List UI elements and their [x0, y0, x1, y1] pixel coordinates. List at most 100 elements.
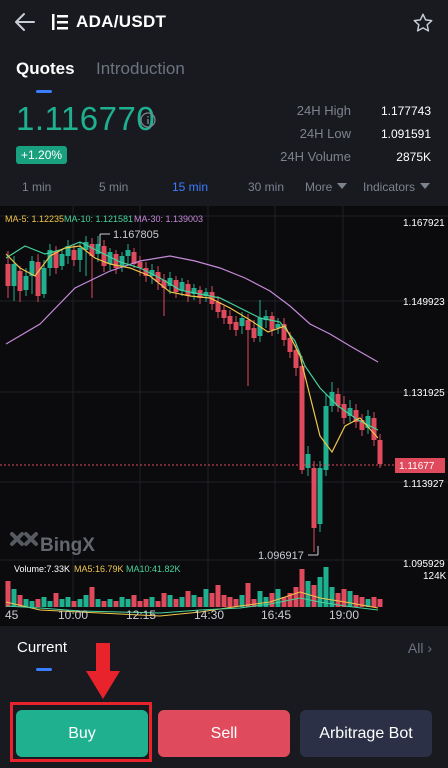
tab-current[interactable]: Current	[17, 639, 68, 656]
time-label: 45	[5, 608, 19, 622]
candle-body	[245, 320, 251, 330]
candle-body	[59, 254, 65, 266]
ma10-legend: MA-10: 1.121581	[64, 214, 133, 224]
ma5-line	[5, 245, 379, 454]
indicators-menu[interactable]: Indicators	[363, 180, 431, 194]
timeframe-5min[interactable]: 5 min	[99, 180, 129, 194]
volume-bar	[353, 595, 359, 607]
volume-ma5-legend: MA5:16.79K	[74, 564, 124, 574]
top-bar: ADA/USDT	[0, 0, 448, 46]
candle-body	[365, 416, 371, 428]
candle-body	[317, 468, 323, 524]
volume-bar	[377, 599, 383, 607]
tab-introduction[interactable]: Introduction	[96, 59, 185, 78]
volume-bar	[41, 597, 47, 607]
volume-bar	[251, 599, 257, 607]
current-price-tag-label: 1.11677	[399, 461, 435, 472]
stat-value-low: 1.091591	[380, 127, 431, 141]
tab-quotes[interactable]: Quotes	[16, 59, 75, 78]
arbitrage-bot-button[interactable]: Arbitrage Bot	[300, 710, 432, 757]
time-label: 10:00	[58, 608, 88, 622]
volume-bar	[221, 595, 227, 607]
volume-bar	[179, 597, 185, 607]
watermark-text: BingX	[40, 535, 95, 556]
price-axis-label: 1.131925	[403, 388, 445, 399]
volume-bar	[239, 595, 245, 607]
candle-body	[131, 252, 137, 264]
volume-bar	[59, 599, 65, 607]
volume-bar	[257, 591, 263, 607]
price-axis-label: 1.149923	[403, 297, 445, 308]
volume-bar	[197, 597, 203, 607]
candle-body	[251, 328, 257, 338]
volume-bar	[275, 589, 281, 607]
candle-body	[227, 316, 233, 324]
volume-bar	[245, 583, 251, 607]
candle-body	[65, 246, 71, 256]
volume-bar	[131, 595, 137, 607]
view-all-link[interactable]: All ›	[408, 640, 432, 656]
candle-body	[83, 242, 89, 250]
candle-body	[335, 394, 341, 406]
volume-bar	[149, 597, 155, 607]
candle-body	[305, 454, 311, 468]
volume-bar	[77, 599, 83, 607]
volume-legend: Volume:7.33K	[14, 564, 70, 574]
low-marker: 1.096917	[258, 546, 319, 562]
bingx-watermark: BingX	[10, 532, 95, 556]
candle-body	[137, 262, 143, 268]
favorite-star-icon[interactable]	[412, 12, 434, 34]
volume-bar	[11, 589, 17, 607]
bottom-panel: Current All › Buy Sell Arbitrage Bot	[0, 626, 448, 768]
stat-value-volume: 2875K	[396, 150, 431, 164]
pair-menu-icon[interactable]	[52, 13, 68, 31]
candle-body	[191, 288, 197, 294]
candle-body	[41, 268, 47, 294]
volume-bar	[233, 599, 239, 607]
candle-body	[143, 268, 149, 276]
content-tabs: Quotes Introduction	[0, 56, 448, 96]
volume-bar	[335, 593, 341, 607]
info-icon[interactable]	[140, 112, 156, 128]
volume-bar	[65, 597, 71, 607]
candle-body	[167, 278, 173, 286]
volume-bar	[29, 601, 35, 607]
volume-bar	[17, 595, 23, 607]
timeframe-15min[interactable]: 15 min	[172, 180, 209, 194]
volume-bar	[341, 589, 347, 607]
volume-bar	[125, 599, 131, 607]
volume-bar	[101, 601, 107, 607]
candle-body	[89, 244, 95, 256]
ma10-line	[5, 241, 379, 431]
time-label: 19:00	[329, 608, 359, 622]
candle-body	[53, 252, 59, 268]
volume-bar	[263, 597, 269, 607]
volume-bar	[191, 595, 197, 607]
timeframe-1min[interactable]: 1 min	[22, 180, 52, 194]
back-arrow-icon[interactable]	[12, 10, 38, 34]
candle-body	[35, 262, 41, 296]
candle-body	[71, 250, 77, 260]
candle-body	[221, 310, 227, 318]
buy-button[interactable]: Buy	[16, 710, 148, 757]
volume-bar	[371, 597, 377, 607]
volume-bar	[119, 597, 125, 607]
volume-bar	[71, 601, 77, 607]
active-tab-indicator	[36, 90, 52, 93]
volume-bar	[323, 567, 329, 607]
ma5-legend: MA-5: 1.12235	[5, 214, 64, 224]
sell-button[interactable]: Sell	[158, 710, 290, 757]
timeframe-more[interactable]: More	[305, 180, 348, 194]
candle-body	[119, 256, 125, 266]
volume-bar	[23, 599, 29, 607]
pair-title[interactable]: ADA/USDT	[76, 12, 167, 31]
candles-group	[5, 236, 383, 552]
candle-body	[347, 408, 353, 416]
candle-body	[311, 468, 317, 528]
stat-label-high: 24H High	[296, 103, 351, 118]
candle-body	[107, 252, 113, 264]
candle-body	[29, 261, 35, 276]
timeframe-30min[interactable]: 30 min	[248, 180, 285, 194]
candlestick-chart[interactable]: 1.167805 1.096917 MA-5: 1.12235 MA-10: 1…	[0, 206, 448, 626]
candle-body	[47, 250, 53, 268]
